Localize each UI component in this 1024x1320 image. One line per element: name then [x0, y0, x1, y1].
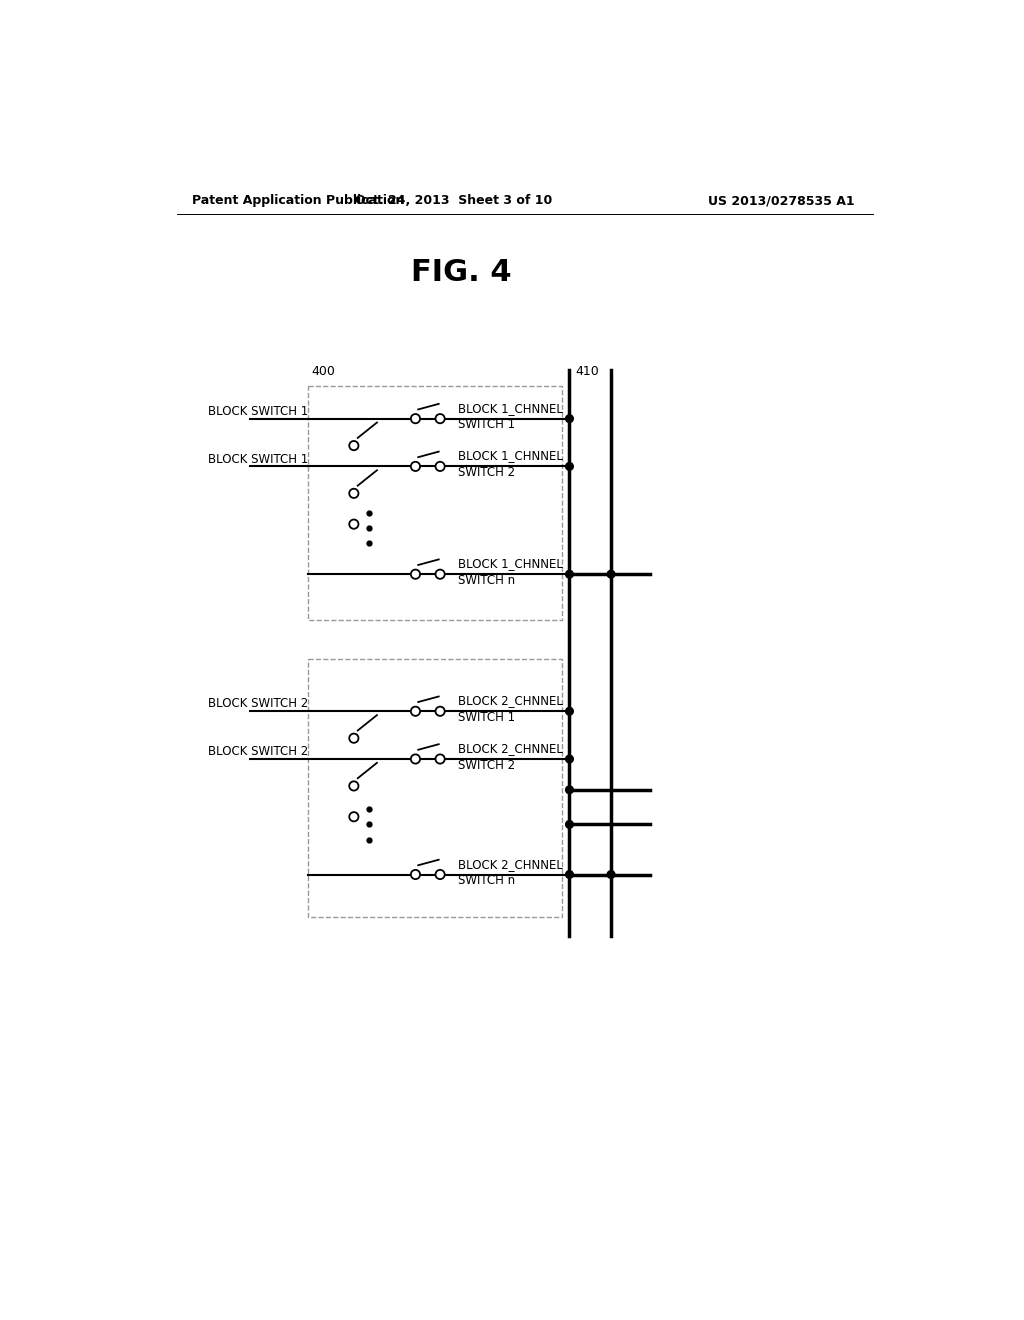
- Text: FIG. 4: FIG. 4: [412, 257, 512, 286]
- Circle shape: [349, 441, 358, 450]
- Text: 400: 400: [311, 364, 336, 378]
- Circle shape: [411, 414, 420, 424]
- Circle shape: [411, 706, 420, 715]
- Text: BLOCK 1_CHNNEL
SWITCH n: BLOCK 1_CHNNEL SWITCH n: [458, 557, 562, 587]
- Text: BLOCK SWITCH 2: BLOCK SWITCH 2: [208, 744, 308, 758]
- Circle shape: [435, 462, 444, 471]
- Circle shape: [349, 781, 358, 791]
- Circle shape: [349, 488, 358, 498]
- Text: BLOCK 1_CHNNEL
SWITCH 2: BLOCK 1_CHNNEL SWITCH 2: [458, 449, 562, 479]
- Circle shape: [411, 462, 420, 471]
- Circle shape: [565, 785, 573, 793]
- Circle shape: [565, 871, 573, 878]
- Circle shape: [565, 708, 573, 715]
- Circle shape: [411, 570, 420, 579]
- Text: BLOCK 2_CHNNEL
SWITCH n: BLOCK 2_CHNNEL SWITCH n: [458, 858, 562, 887]
- Circle shape: [607, 871, 614, 878]
- Circle shape: [349, 812, 358, 821]
- Circle shape: [435, 414, 444, 424]
- Text: Patent Application Publication: Patent Application Publication: [193, 194, 404, 207]
- Circle shape: [435, 706, 444, 715]
- Circle shape: [349, 734, 358, 743]
- Circle shape: [565, 414, 573, 422]
- Circle shape: [349, 520, 358, 529]
- Text: BLOCK 2_CHNNEL
SWITCH 1: BLOCK 2_CHNNEL SWITCH 1: [458, 694, 562, 723]
- Text: BLOCK SWITCH 1: BLOCK SWITCH 1: [208, 405, 308, 418]
- Circle shape: [565, 462, 573, 470]
- Circle shape: [435, 755, 444, 763]
- Text: BLOCK SWITCH 2: BLOCK SWITCH 2: [208, 697, 308, 710]
- Circle shape: [607, 570, 614, 578]
- Text: 410: 410: [575, 364, 599, 378]
- Text: BLOCK 2_CHNNEL
SWITCH 2: BLOCK 2_CHNNEL SWITCH 2: [458, 742, 562, 772]
- Circle shape: [565, 755, 573, 763]
- Text: BLOCK SWITCH 1: BLOCK SWITCH 1: [208, 453, 308, 466]
- Text: Oct. 24, 2013  Sheet 3 of 10: Oct. 24, 2013 Sheet 3 of 10: [355, 194, 553, 207]
- Circle shape: [565, 570, 573, 578]
- Circle shape: [411, 870, 420, 879]
- Text: BLOCK 1_CHNNEL
SWITCH 1: BLOCK 1_CHNNEL SWITCH 1: [458, 401, 562, 432]
- Circle shape: [411, 755, 420, 763]
- Circle shape: [565, 821, 573, 829]
- Text: US 2013/0278535 A1: US 2013/0278535 A1: [708, 194, 855, 207]
- Circle shape: [435, 870, 444, 879]
- Circle shape: [435, 570, 444, 579]
